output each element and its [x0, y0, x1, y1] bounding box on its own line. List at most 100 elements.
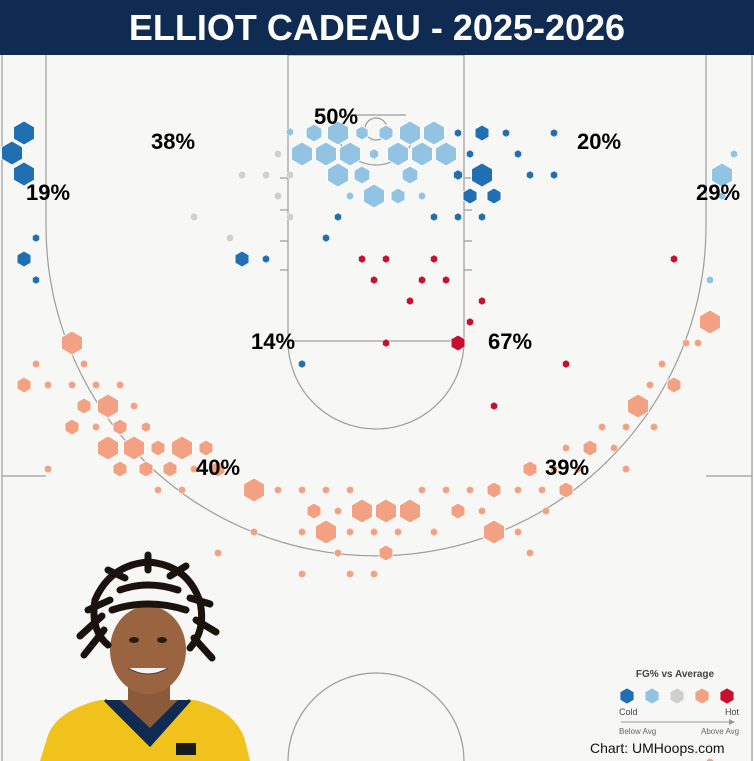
chart-title: ELLIOT CADEAU - 2025-2026 — [0, 0, 754, 55]
hexbin-below — [387, 141, 409, 167]
legend-below-label: Below Avg — [619, 727, 657, 736]
hexbin-above — [622, 464, 630, 474]
hexbin-below — [706, 275, 714, 285]
hexbin-cold — [502, 128, 510, 138]
hexbin-hot — [358, 254, 366, 264]
hexbin-above — [542, 506, 550, 516]
legend-swatch-cold — [619, 687, 635, 705]
hexbin-hot — [382, 254, 390, 264]
hexbin-above — [646, 380, 654, 390]
jersey-shape — [40, 698, 250, 761]
hexbin-below — [353, 165, 371, 185]
hexbin-below — [730, 149, 738, 159]
hexbin-below — [369, 148, 379, 160]
hexbin-hot — [478, 296, 486, 306]
hexbin-below — [315, 141, 337, 167]
hexbin-below — [363, 183, 385, 209]
chart-credit: Chart: UMHoops.com — [590, 740, 725, 756]
hexbin-above — [322, 485, 330, 495]
free-throw-circle — [287, 340, 465, 430]
hexbin-average — [262, 170, 270, 180]
hexbin-above — [706, 757, 714, 761]
hexbin-below — [718, 191, 726, 201]
court-lines — [1, 54, 753, 761]
hexbin-above — [610, 443, 618, 453]
hexbin-above — [123, 435, 145, 461]
hexbin-above — [298, 485, 306, 495]
hexbin-above — [97, 435, 119, 461]
hexbin-above — [334, 548, 342, 558]
hexbin-above — [154, 485, 162, 495]
hexbin-above — [378, 544, 394, 562]
legend-arrow-head — [729, 719, 735, 725]
zone-label-left-wing: 38% — [151, 129, 195, 154]
hexbin-above — [562, 443, 570, 453]
hexbin-hot — [370, 275, 378, 285]
hexbin-above — [582, 439, 598, 457]
hexbin-below — [435, 141, 457, 167]
hexbin-above — [32, 359, 40, 369]
hexbin-above — [16, 376, 32, 394]
legend-above-label: Above Avg — [701, 727, 740, 736]
legend-swatch-below — [644, 687, 660, 705]
hexbin-below — [411, 141, 433, 167]
hexbin-above — [141, 421, 151, 433]
hexbin-hot — [562, 359, 570, 369]
hexbin-above — [171, 435, 193, 461]
hexbin-below — [327, 120, 349, 146]
hexbin-hot — [466, 317, 474, 327]
hexbin-below — [327, 162, 349, 188]
hexbin-above — [150, 439, 166, 457]
hexbin-below — [399, 120, 421, 146]
player-hair — [76, 551, 220, 662]
hexbin-average — [226, 233, 234, 243]
hexbin-cold — [13, 120, 35, 146]
hexbin-cold — [430, 212, 438, 222]
hexbin-above — [442, 485, 450, 495]
hexbin-below — [339, 141, 361, 167]
hexbin-above — [306, 502, 322, 520]
hexbin-above — [162, 460, 178, 478]
hexbin-below — [305, 123, 323, 143]
hexbin-cold — [32, 275, 40, 285]
hexbin-hot — [442, 275, 450, 285]
hexbin-above — [486, 481, 502, 499]
hexbin-cold — [234, 250, 250, 268]
zone-label-right-elbow: 67% — [488, 329, 532, 354]
hexbin-above — [61, 330, 83, 356]
hexbin-above — [538, 485, 546, 495]
hexbin-average — [274, 191, 282, 201]
hexbin-above — [97, 393, 119, 419]
hexbin-above — [375, 498, 397, 524]
hexbin-above — [298, 569, 306, 579]
hexbin-cold — [454, 128, 462, 138]
hexbin-above — [522, 460, 538, 478]
hexbin-above — [466, 485, 474, 495]
hexbin-cold — [454, 212, 462, 222]
hexbin-below — [401, 165, 419, 185]
hexbin-above — [112, 418, 128, 436]
hexbin-above — [116, 380, 124, 390]
hexbin-above — [622, 422, 630, 432]
hexbin-cold — [334, 212, 342, 222]
legend-cold-label: Cold — [619, 707, 638, 717]
hexbin-above — [351, 498, 373, 524]
hexbin-below — [711, 162, 733, 188]
hexbin-above — [138, 460, 154, 478]
hexbin-above — [483, 519, 505, 545]
hexbin-cold — [1, 140, 23, 166]
hexbin-cold — [486, 187, 502, 205]
hexbin-above — [430, 527, 438, 537]
hexbin-above — [346, 485, 354, 495]
hexbin-above — [526, 548, 534, 558]
hexbin-above — [346, 527, 354, 537]
hexbin-hot — [418, 275, 426, 285]
hexbin-above — [250, 527, 258, 537]
hexbin-above — [346, 569, 354, 579]
hexbin-below — [418, 191, 426, 201]
hexbin-average — [286, 212, 294, 222]
hexbin-above — [198, 439, 214, 457]
legend: FG% vs Average Cold Hot Below Avg Above … — [605, 666, 745, 741]
hexbin-average — [238, 170, 246, 180]
hexbin-hot — [382, 338, 390, 348]
